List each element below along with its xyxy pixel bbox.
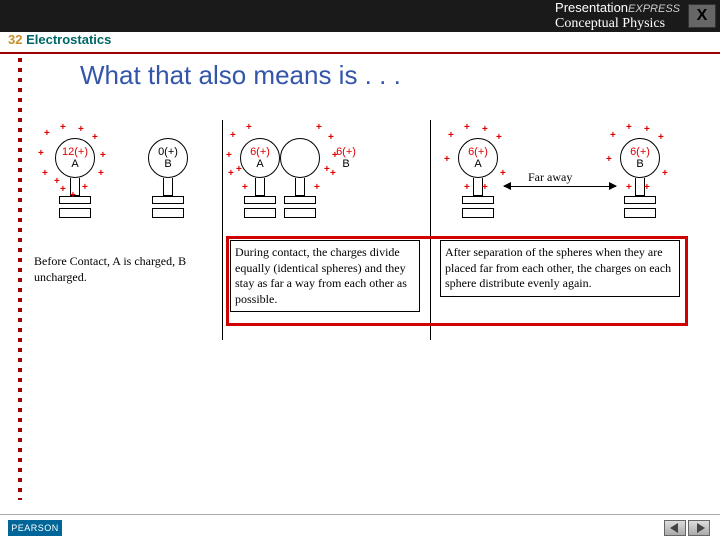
footer: PEARSON [0,514,720,540]
stand-base [284,196,316,204]
plus-icon: + [610,130,616,141]
stand-plate [152,208,184,218]
publisher-logo: PEARSON [8,520,62,536]
plus-icon: + [92,132,98,143]
plus-icon: + [60,184,66,195]
plus-icon: + [226,150,232,161]
plus-icon: + [246,122,252,133]
sphere-label: 12(+)A [59,146,91,170]
stand-base [624,196,656,204]
plus-icon: + [82,182,88,193]
caption-1: Before Contact, A is charged, B uncharge… [30,250,210,289]
plus-icon: + [606,154,612,165]
prev-button[interactable] [664,520,686,536]
far-label: Far away [528,170,572,185]
top-bar: PresentationEXPRESS Conceptual Physics X [0,0,720,32]
stand-base [244,196,276,204]
stand-base [152,196,184,204]
plus-icon: + [496,132,502,143]
stand-plate [244,208,276,218]
plus-icon: + [314,182,320,193]
stand-plate [59,208,91,218]
stand [255,178,265,196]
plus-icon: + [626,182,632,193]
plus-icon: + [626,122,632,133]
plus-icon: + [42,168,48,179]
plus-icon: + [644,182,650,193]
stand-plate [624,208,656,218]
plus-icon: + [316,122,322,133]
plus-icon: + [60,122,66,133]
nav-buttons [664,520,710,536]
stand-plate [284,208,316,218]
plus-icon: + [662,168,668,179]
chapter-bar: 32 Electrostatics [0,32,720,52]
next-button[interactable] [688,520,710,536]
plus-icon: + [644,124,650,135]
brand-label: PresentationEXPRESS Conceptual Physics [555,0,680,32]
stand [295,178,305,196]
plus-icon: + [332,150,338,161]
plus-icon: + [444,154,450,165]
plus-icon: + [482,124,488,135]
plus-icon: + [500,168,506,179]
stand-base [462,196,494,204]
plus-icon: + [242,182,248,193]
content-area: What that also means is . . . [40,60,700,91]
plus-icon: + [98,168,104,179]
plus-icon: + [328,132,334,143]
close-icon[interactable]: X [688,4,716,28]
sphere-label: 6(+)A [244,146,276,170]
plus-icon: + [236,164,242,175]
plus-icon: + [228,168,234,179]
stand [163,178,173,196]
plus-icon: + [464,182,470,193]
plus-icon: + [38,148,44,159]
plus-icon: + [100,150,106,161]
sphere-label: 6(+)B [624,146,656,170]
plus-icon: + [482,182,488,193]
sphere-label: 0(+)B [152,146,184,170]
plus-icon: + [448,130,454,141]
sphere-label: 6(+)A [462,146,494,170]
chapter-title: Electrostatics [26,32,111,47]
plus-icon: + [230,130,236,141]
plus-icon: + [658,132,664,143]
plus-icon: + [54,176,60,187]
far-arrow [504,186,616,187]
chapter-number: 32 [8,32,22,47]
highlight-box [226,236,688,326]
panel-divider [222,120,223,340]
stand-plate [462,208,494,218]
plus-icon: + [324,164,330,175]
plus-icon: + [330,168,336,179]
plus-icon: + [464,122,470,133]
diagram: 12(+)A 0(+)B + + + + + + + + + + + + Before Contact, A… [20,120,700,360]
plus-icon: + [70,190,76,201]
page-title: What that also means is . . . [80,60,700,91]
sphere [280,138,320,178]
divider [0,52,720,54]
plus-icon: + [44,128,50,139]
plus-icon: + [78,124,84,135]
